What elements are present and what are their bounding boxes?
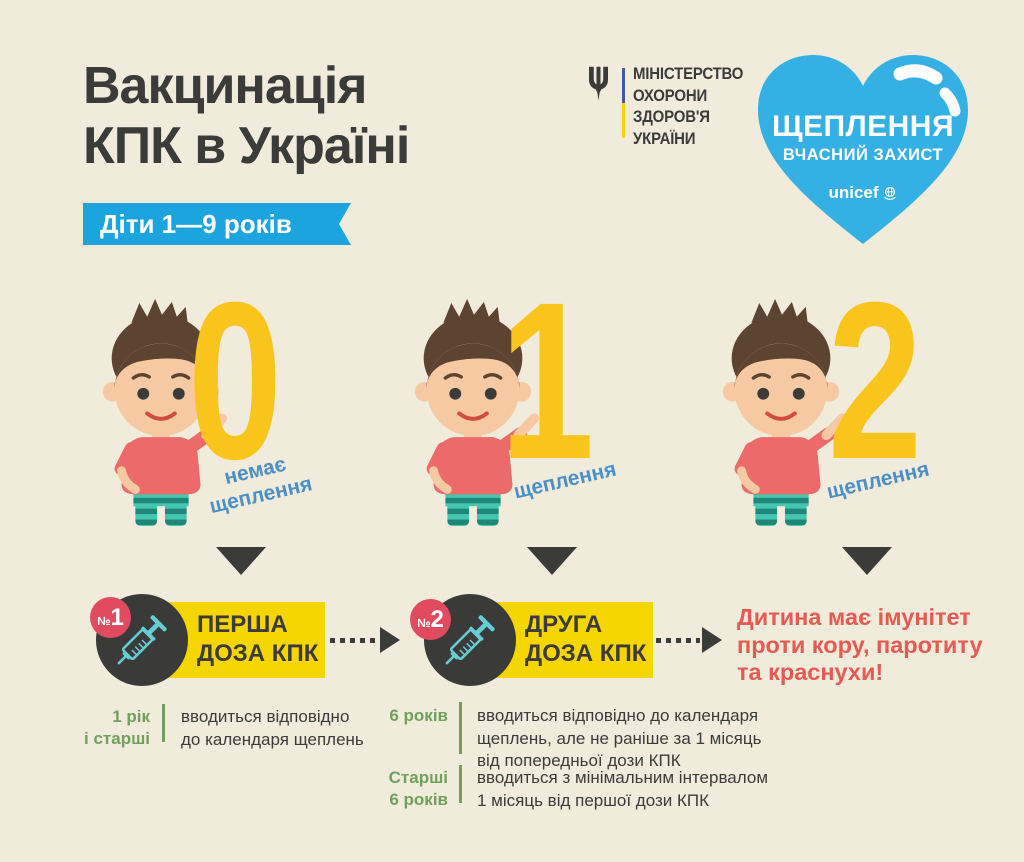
dotted-arrow-icon bbox=[656, 638, 700, 643]
child-icon bbox=[722, 299, 848, 526]
heart-title: ЩЕПЛЕННЯ bbox=[771, 110, 955, 143]
down-arrow-icon bbox=[216, 547, 266, 575]
unicef-wordmark: unicef bbox=[828, 183, 879, 202]
note-text-1: вводиться відповідно до календаря щеплен… bbox=[181, 707, 364, 749]
flag-blue-segment bbox=[622, 68, 625, 103]
note-age-2: 6 років bbox=[389, 706, 448, 725]
ministry-name: МІНІСТЕРСТВО ОХОРОНИ ЗДОРОВ'Я УКРАЇНИ bbox=[633, 64, 744, 148]
note-divider bbox=[162, 704, 165, 742]
down-arrow-icon bbox=[527, 547, 577, 575]
note-text-2: вводиться відповідно до календаря щеплен… bbox=[477, 706, 762, 770]
child-icon bbox=[414, 299, 540, 526]
immunity-result-note: Дитина має імунітет проти кору, паротиту… bbox=[737, 604, 983, 685]
badge-number: 2 bbox=[430, 605, 444, 633]
dose-title-1: ПЕРША ДОЗА КПК bbox=[197, 611, 319, 667]
child-icon bbox=[102, 299, 228, 526]
heart-subtitle: ВЧАСНИЙ ЗАХИСТ bbox=[782, 146, 944, 164]
syringe-icon bbox=[117, 615, 167, 665]
arrowhead-icon bbox=[702, 627, 722, 653]
note-text-3: вводиться з мінімальним інтервалом 1 міс… bbox=[477, 768, 769, 810]
dose-count-2: 2 bbox=[827, 256, 923, 506]
note-divider bbox=[459, 702, 462, 754]
arrowhead-icon bbox=[380, 627, 400, 653]
down-arrow-icon bbox=[842, 547, 892, 575]
dose-count-0: 0 bbox=[187, 256, 283, 506]
badge-prefix: № bbox=[417, 615, 431, 630]
dose-number-badge-2: № 2 bbox=[410, 599, 451, 640]
dose-number-badge-1: № 1 bbox=[90, 597, 131, 638]
audience-ribbon: Діти 1—9 років bbox=[83, 203, 351, 245]
unicef-logo: unicef bbox=[748, 183, 978, 203]
flag-yellow-segment bbox=[622, 103, 625, 138]
dose-title-2: ДРУГА ДОЗА КПК bbox=[525, 611, 647, 667]
dotted-arrow-icon bbox=[330, 638, 376, 643]
trident-icon bbox=[589, 66, 608, 101]
page-title: Вакцинація КПК в Україні bbox=[83, 57, 410, 175]
heart-icon bbox=[758, 55, 968, 244]
badge-number: 1 bbox=[110, 603, 124, 631]
note-divider bbox=[459, 765, 462, 803]
badge-prefix: № bbox=[97, 613, 111, 628]
ministry-logo: МІНІСТЕРСТВО ОХОРОНИ ЗДОРОВ'Я УКРАЇНИ bbox=[585, 60, 775, 160]
flag-divider bbox=[622, 68, 625, 138]
note-age-1: 1 рік і старші bbox=[84, 707, 150, 748]
dose-count-1: 1 bbox=[499, 256, 595, 506]
syringe-icon bbox=[445, 615, 495, 665]
note-age-3: Старші 6 років bbox=[388, 768, 448, 809]
globe-icon bbox=[883, 186, 896, 200]
heart-badge: ЩЕПЛЕННЯ ВЧАСНИЙ ЗАХИСТ unicef bbox=[748, 46, 978, 252]
